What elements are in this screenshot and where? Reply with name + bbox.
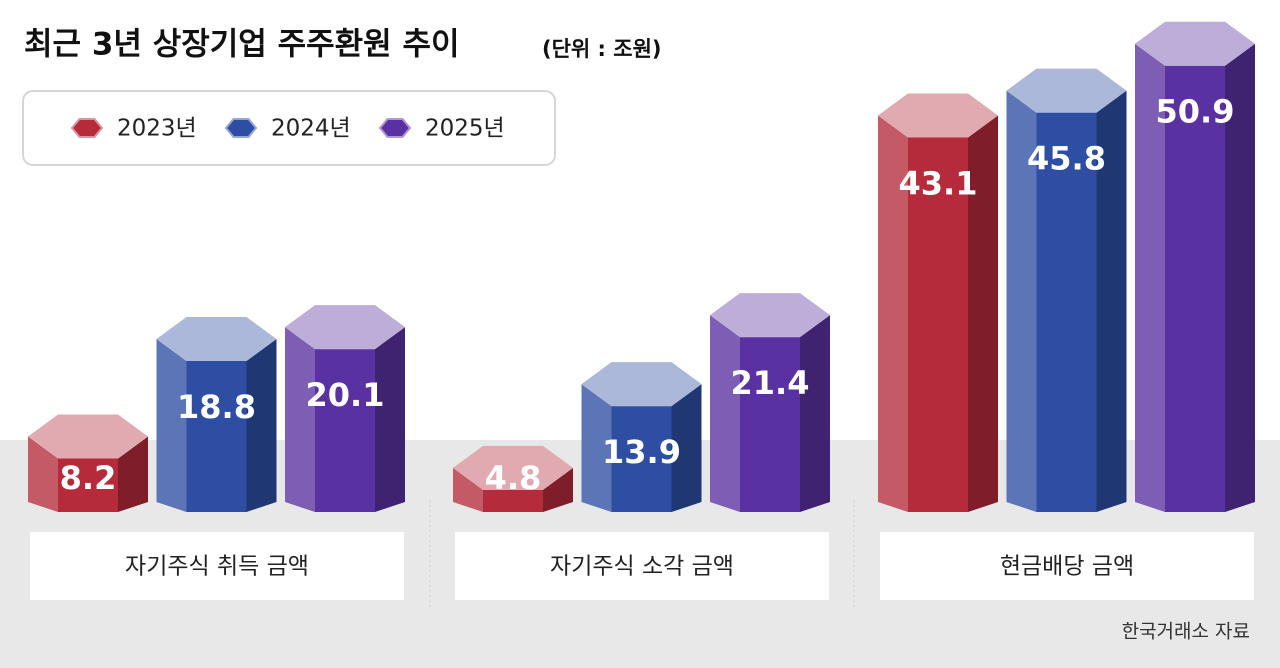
value-label: 45.8 (1027, 140, 1106, 178)
bar (710, 293, 830, 512)
bar-right-face (1096, 90, 1127, 512)
value-label: 21.4 (731, 364, 810, 402)
bar (156, 317, 277, 512)
bar (581, 362, 702, 512)
bar (453, 445, 573, 512)
bar-front-face (740, 337, 800, 512)
bar-top-face (710, 293, 830, 338)
bar-front-face (908, 137, 968, 513)
bar-top-face (156, 317, 277, 362)
bar-front-face (483, 489, 543, 512)
bar-left-face (1006, 90, 1037, 512)
category-label: 자기주식 취득 금액 (125, 554, 309, 580)
bar-top-face (28, 414, 148, 459)
bar-top-face (1135, 21, 1255, 66)
value-label: 13.9 (602, 433, 681, 471)
bar (1135, 21, 1255, 512)
bar-top-face (1006, 68, 1127, 113)
category-label: 자기주식 소각 금액 (550, 554, 734, 580)
category-box (880, 532, 1254, 600)
legend-swatch (224, 118, 258, 138)
legend-swatch (378, 118, 412, 138)
legend (22, 90, 556, 166)
bar-right-face (800, 315, 830, 512)
bar-left-face (1135, 43, 1165, 512)
bar (28, 414, 148, 512)
chart-title: 최근 3년 상장기업 주주환원 추이 (24, 27, 460, 63)
bar (1006, 68, 1127, 512)
bar-left-face (285, 327, 315, 512)
bar-front-face (1036, 112, 1097, 512)
bar-top-face (878, 93, 998, 138)
bar-left-face (878, 115, 908, 512)
category-box (30, 532, 404, 600)
legend-swatch (70, 118, 104, 138)
bar-left-face (28, 436, 58, 512)
value-label: 18.8 (177, 388, 256, 426)
bar-front-face (186, 361, 247, 512)
bar-front-face (315, 349, 375, 512)
legend-label: 2025년 (425, 116, 505, 142)
legend-label: 2024년 (271, 116, 351, 142)
bar-right-face (671, 384, 702, 512)
bar-top-face (285, 305, 405, 350)
category-box (455, 532, 829, 600)
bar-top-face (453, 445, 573, 490)
category-label: 현금배당 금액 (1000, 554, 1134, 580)
bar-right-face (246, 339, 277, 512)
bar-left-face (710, 315, 740, 512)
value-label: 8.2 (60, 459, 117, 497)
bar-left-face (453, 467, 483, 512)
bar-front-face (611, 406, 672, 512)
value-label: 20.1 (306, 376, 385, 414)
bar (878, 93, 998, 513)
bar-right-face (968, 115, 998, 512)
source: 한국거래소 자료 (1122, 621, 1250, 643)
bar-front-face (58, 458, 118, 512)
bar-top-face (581, 362, 702, 407)
legend-label: 2023년 (117, 116, 197, 142)
value-label: 43.1 (899, 164, 978, 202)
bar-right-face (543, 467, 573, 512)
bar-left-face (156, 339, 187, 512)
value-label: 4.8 (485, 459, 542, 497)
bar-right-face (118, 436, 148, 512)
bar-front-face (1165, 65, 1225, 512)
bar (285, 305, 405, 512)
value-label: 50.9 (1156, 93, 1235, 131)
bar-right-face (1225, 43, 1255, 512)
chart-subtitle: (단위 : 조원) (542, 37, 662, 61)
bar-left-face (581, 384, 612, 512)
bar-right-face (375, 327, 405, 512)
